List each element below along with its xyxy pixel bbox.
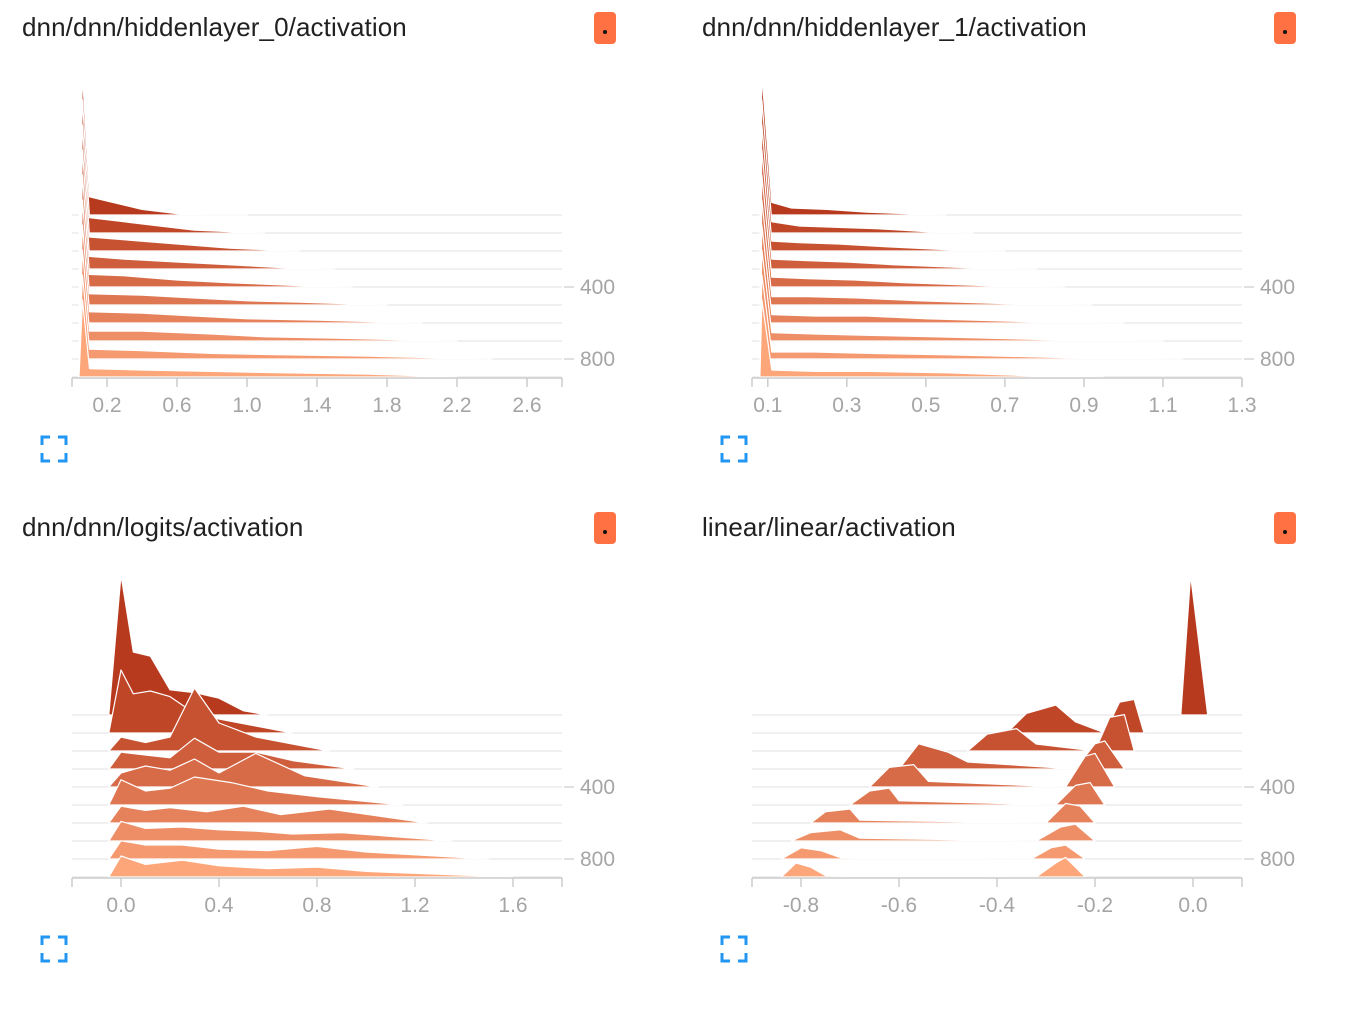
x-tick-label: 0.2: [92, 394, 121, 417]
histogram-area-step-500: [78, 199, 388, 306]
x-tick-label: 0.4: [204, 894, 234, 917]
histogram-card-hiddenlayer-1: dnn/dnn/hiddenlayer_1/activation 400 800 0…: [680, 0, 1320, 500]
histogram-area-step-600: [78, 224, 423, 324]
histogram-card-linear: linear/linear/activation 400 800 -0.8 -0.6 -…: [680, 500, 1320, 1000]
x-tick-label: -0.6: [881, 894, 917, 917]
fullscreen-icon[interactable]: [720, 935, 748, 963]
y-tick-label: 400: [580, 776, 615, 799]
dot-icon: [603, 30, 607, 34]
histogram-area-step-600: [108, 805, 428, 824]
card-title: linear/linear/activation: [702, 512, 956, 542]
x-tick-label: 0.3: [832, 394, 861, 417]
histogram-area-step-0: [759, 74, 947, 216]
ridgeline-histogram-chart: 400 800 -0.8 -0.6 -0.4 -0.2 0.0: [751, 574, 1295, 917]
card-title: dnn/dnn/hiddenlayer_1/activation: [702, 12, 1087, 42]
histogram-area-step-800: [759, 274, 1184, 360]
histogram-area-step-400: [78, 174, 353, 288]
histogram-area-step-300: [78, 149, 336, 270]
x-tick-label: -0.2: [1077, 894, 1113, 917]
y-tick-label: 800: [1260, 848, 1295, 871]
x-tick-label: 0.9: [1069, 394, 1098, 417]
histogram-area-step-700: [108, 820, 453, 842]
histogram-area-step-900: [108, 855, 514, 878]
histogram-card-logits: dnn/dnn/logits/activation 400 800 0.0 0.4 0.…: [0, 500, 640, 1000]
x-tick-label: 1.0: [232, 394, 261, 417]
histogram-area-step-200: [108, 687, 330, 752]
card-title: dnn/dnn/hiddenlayer_0/activation: [22, 12, 407, 42]
y-tick-label: 400: [1260, 276, 1295, 299]
x-tick-label: 0.0: [1178, 894, 1207, 917]
histogram-area-step-800: [78, 274, 493, 360]
x-tick-label: 2.2: [442, 394, 471, 417]
histogram-area-step-900: [78, 299, 458, 378]
histogram-area-step-100: [759, 99, 974, 234]
histogram-area-step-400: [108, 752, 379, 788]
histogram-area-step-600: [810, 802, 1096, 824]
card-title: dnn/dnn/logits/activation: [22, 512, 304, 542]
x-tick-label: 0.5: [911, 394, 940, 417]
histogram-area-step-800: [780, 844, 1086, 860]
histogram-area-step-500: [759, 199, 1093, 306]
histogram-area-step-200: [759, 124, 1006, 252]
y-tick-label: 800: [580, 848, 615, 871]
dot-icon: [1283, 530, 1287, 534]
ridgeline-histogram-chart: 400 800 0.0 0.4 0.8 1.2 1.6: [71, 574, 615, 917]
x-tick-label: 1.3: [1227, 394, 1256, 417]
histogram-area-step-300: [898, 740, 1125, 770]
histogram-area-step-700: [759, 249, 1164, 342]
x-tick-label: -0.4: [979, 894, 1016, 917]
histogram-area-step-0: [108, 574, 269, 716]
ridgeline-histogram-chart: 400 800 0.1 0.3 0.5 0.7 0.9 1.1 1.3: [751, 74, 1295, 417]
dot-icon: [1283, 30, 1287, 34]
histogram-area-step-200: [78, 124, 301, 252]
dot-icon: [603, 530, 607, 534]
x-tick-label: 0.8: [302, 894, 331, 917]
histogram-area-step-600: [759, 224, 1125, 324]
histogram-area-step-900: [780, 856, 1086, 878]
histogram-area-step-400: [869, 752, 1116, 788]
histogram-area-step-800: [108, 840, 490, 860]
histogram-area-step-400: [759, 174, 1065, 288]
histogram-card-hiddenlayer-0: dnn/dnn/hiddenlayer_0/activation 400 800 0…: [0, 0, 640, 500]
x-tick-label: 1.1: [1148, 394, 1177, 417]
histogram-area-step-300: [108, 737, 355, 770]
histogram-area-step-700: [790, 823, 1096, 842]
fullscreen-icon[interactable]: [720, 435, 748, 463]
x-tick-label: 0.7: [990, 394, 1019, 417]
y-tick-label: 800: [1260, 348, 1295, 371]
x-tick-label: 1.2: [400, 894, 429, 917]
y-tick-label: 400: [1260, 776, 1295, 799]
x-tick-label: 0.0: [106, 894, 135, 917]
histogram-area-step-0: [78, 74, 248, 216]
fullscreen-icon[interactable]: [40, 435, 68, 463]
x-tick-label: -0.8: [783, 894, 819, 917]
x-tick-label: 0.6: [162, 394, 191, 417]
histogram-area-step-500: [108, 776, 404, 806]
histogram-area-step-900: [759, 299, 1105, 378]
x-tick-label: 1.6: [498, 894, 527, 917]
histogram-area-step-500: [849, 782, 1106, 806]
run-color-badge[interactable]: [594, 12, 616, 44]
histogram-area-step-0: [1180, 574, 1209, 716]
fullscreen-icon[interactable]: [40, 935, 68, 963]
x-tick-label: 1.8: [372, 394, 401, 417]
run-color-badge[interactable]: [594, 512, 616, 544]
histogram-area-step-300: [759, 149, 1038, 270]
x-tick-label: 2.6: [512, 394, 541, 417]
run-color-badge[interactable]: [1274, 512, 1296, 544]
histogram-area-step-100: [108, 669, 294, 734]
x-tick-label: 1.4: [302, 394, 332, 417]
histogram-area-step-100: [78, 99, 266, 234]
y-tick-label: 400: [580, 276, 615, 299]
x-tick-label: 0.1: [753, 394, 782, 417]
run-color-badge[interactable]: [1274, 12, 1296, 44]
ridgeline-histogram-chart: 400 800 0.2 0.6 1.0 1.4 1.8 2.2 2.6: [71, 74, 615, 417]
y-tick-label: 800: [580, 348, 615, 371]
histogram-area-step-700: [78, 249, 458, 342]
